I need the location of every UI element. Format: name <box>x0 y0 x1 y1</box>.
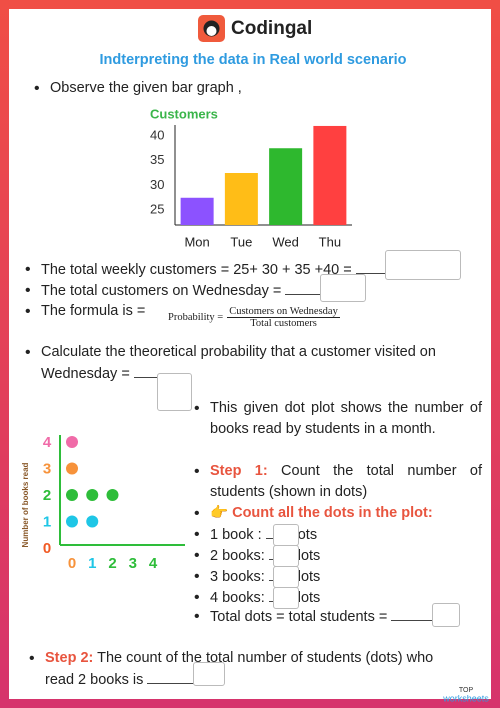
item-label: 3 books: <box>210 569 265 585</box>
step2: Step 2: The count of the total number of… <box>29 648 465 691</box>
text: The total customers on Wednesday = <box>41 283 282 299</box>
bar <box>224 173 258 225</box>
item-unit: dots <box>292 569 321 585</box>
question: Calculate the theoretical probability th… <box>25 342 481 385</box>
dot <box>86 489 99 501</box>
answer-box <box>385 250 461 280</box>
formula-lhs: Probability = <box>168 312 224 323</box>
step-label: Step 1: <box>210 463 268 479</box>
y-axis-label: Customers <box>150 106 218 121</box>
step-label: Step 2: <box>45 650 94 666</box>
text: Total dots = total students = <box>210 609 388 625</box>
count-item: 1 book : dots <box>194 524 317 546</box>
y-axis-label: Number of books read <box>21 462 30 547</box>
x-tick-label: Tue <box>230 234 252 249</box>
list-item: The total weekly customers = 25+ 30 + 35… <box>25 259 432 281</box>
denominator: Total customers <box>250 318 317 329</box>
answer-box <box>320 274 366 302</box>
y-tick-label: 2 <box>43 487 51 504</box>
answer-box <box>273 545 299 567</box>
y-tick-label: 40 <box>150 127 164 142</box>
bar <box>313 125 347 225</box>
formula: Probability = Customers on Wednesday Tot… <box>168 306 340 329</box>
text: The total weekly customers = 25+ 30 + 35… <box>41 262 352 278</box>
step1: Step 1: Count the total number of studen… <box>194 461 482 503</box>
count-heading: 👉 Count all the dots in the plot: <box>194 503 433 524</box>
count-item: 3 books: dots <box>194 566 321 588</box>
count-text: Count all the dots in the plot: <box>232 505 433 521</box>
bar <box>269 148 303 225</box>
brand: Codingal <box>231 18 312 39</box>
answer-box <box>157 373 192 411</box>
item-label: 2 books: <box>210 548 265 564</box>
y-tick-label: 35 <box>150 152 164 167</box>
step-text: Count the total number of students (show… <box>210 463 482 500</box>
blank <box>391 606 436 621</box>
title: Indterpreting the data in Real world sce… <box>100 52 407 68</box>
y-tick-label: 4 <box>43 434 52 451</box>
dot-intro: This given dot plot shows the number of … <box>194 398 482 440</box>
item-unit: dots <box>292 590 321 606</box>
numerator: Customers on Wednesday <box>227 306 340 318</box>
item-unit: dots <box>292 548 321 564</box>
blank <box>147 669 196 684</box>
y-tick-label: 30 <box>150 177 164 192</box>
y-tick-label: 3 <box>43 460 51 477</box>
count-item: 2 books: dots <box>194 545 321 567</box>
x-tick-label: Wed <box>272 234 299 249</box>
intro: Observe the given bar graph , <box>34 78 242 99</box>
icon: 👉 <box>210 505 229 521</box>
footer-top: TOP <box>459 687 474 694</box>
y-tick-label: 1 <box>43 513 51 530</box>
x-tick-label: 3 <box>129 555 137 572</box>
answer-box <box>432 603 460 627</box>
bar <box>180 197 214 225</box>
fraction: Customers on Wednesday Total customers <box>227 306 340 329</box>
x-tick-label: 1 <box>88 555 96 572</box>
list-item: The formula is = <box>25 301 145 322</box>
dot <box>66 515 78 528</box>
step-text: The count of the total number of student… <box>45 650 434 688</box>
total: Total dots = total students = <box>194 606 436 628</box>
dot <box>86 515 99 528</box>
logo-belly <box>206 26 217 36</box>
dot <box>66 462 78 475</box>
y-tick-label: 0 <box>43 540 51 557</box>
x-tick-label: Mon <box>184 234 209 249</box>
list-item: The total customers on Wednesday = <box>25 280 342 302</box>
count-item: 4 books: dots <box>194 587 321 609</box>
answer-box <box>273 524 299 546</box>
y-tick-label: 25 <box>150 202 164 217</box>
answer-box <box>273 566 299 588</box>
item-label: 4 books: <box>210 590 265 606</box>
item-label: 1 book : <box>210 527 262 543</box>
dot <box>66 436 78 448</box>
dot <box>106 489 119 501</box>
blank <box>285 280 342 295</box>
answer-box <box>193 662 225 686</box>
x-tick-label: 2 <box>108 555 116 572</box>
text: Calculate the theoretical probability th… <box>41 344 436 382</box>
x-tick-label: 0 <box>68 555 76 572</box>
dot <box>66 489 78 501</box>
footer-brand: worksheets <box>442 693 489 703</box>
x-tick-label: Thu <box>319 234 341 249</box>
x-tick-label: 4 <box>149 555 158 572</box>
